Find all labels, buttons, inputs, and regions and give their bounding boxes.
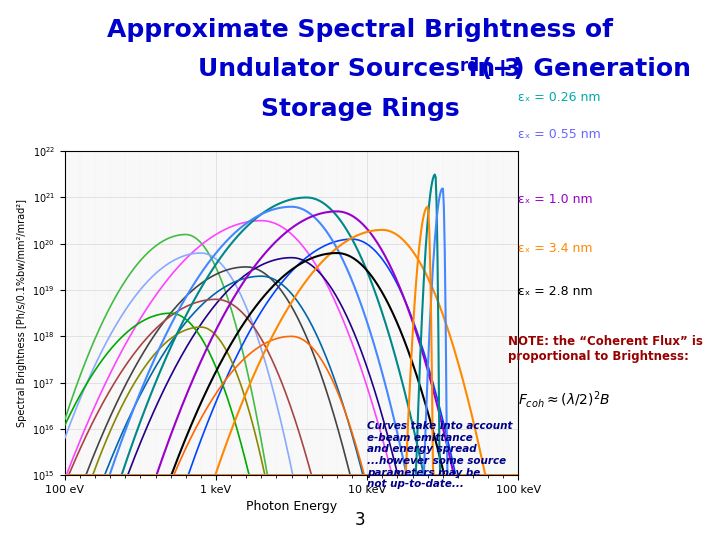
Text: εₓ = 0.26 nm: εₓ = 0.26 nm	[518, 91, 601, 104]
Text: εₓ = 2.8 nm: εₓ = 2.8 nm	[518, 285, 593, 298]
Text: εₓ = 1.0 nm: εₓ = 1.0 nm	[518, 193, 593, 206]
Text: rd: rd	[459, 57, 480, 75]
Text: Curves take into account
e-beam emittance
and energy spread
...however some sour: Curves take into account e-beam emittanc…	[367, 421, 513, 489]
Text: εₓ = 3.4 nm: εₓ = 3.4 nm	[518, 242, 593, 255]
Text: Approximate Spectral Brightness of: Approximate Spectral Brightness of	[107, 18, 613, 42]
Text: $F_{coh} \approx (\lambda/2)^2 B$: $F_{coh} \approx (\lambda/2)^2 B$	[518, 389, 611, 410]
Text: εₓ = 0.55 nm: εₓ = 0.55 nm	[518, 129, 601, 141]
Text: (+) Generation: (+) Generation	[481, 57, 691, 81]
X-axis label: Photon Energy: Photon Energy	[246, 501, 337, 514]
Text: Storage Rings: Storage Rings	[261, 97, 459, 122]
Text: Undulator Sources in 3: Undulator Sources in 3	[198, 57, 522, 81]
Y-axis label: Spectral Brightness [Ph/s/0.1%bw/mm²/mrad²]: Spectral Brightness [Ph/s/0.1%bw/mm²/mra…	[17, 199, 27, 427]
Text: 3: 3	[355, 511, 365, 529]
Text: NOTE: the “Coherent Flux” is
proportional to Brightness:: NOTE: the “Coherent Flux” is proportiona…	[508, 335, 703, 363]
